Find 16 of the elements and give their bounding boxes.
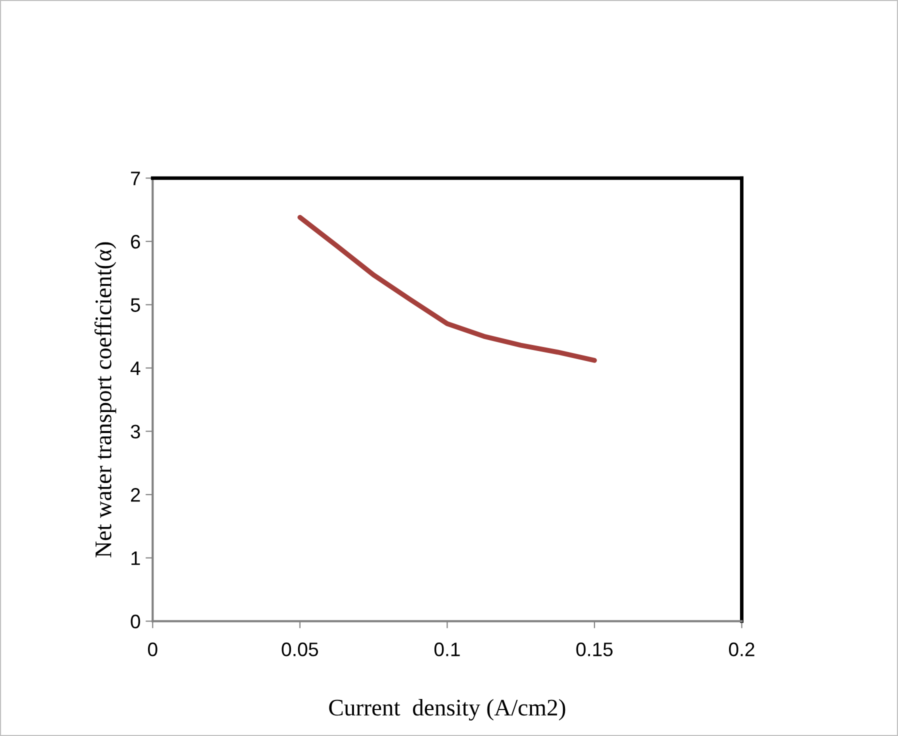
y-tick-label: 6 xyxy=(131,234,140,249)
x-tick-label: 0.15 xyxy=(576,642,613,656)
x-tick-label: 0.2 xyxy=(728,642,754,656)
y-tick-label: 3 xyxy=(130,424,140,439)
y-tick-label: 5 xyxy=(130,298,140,312)
y-tick-label: 2 xyxy=(131,488,140,502)
x-axis-title: Current density (A/cm2) xyxy=(329,699,566,721)
x-tick-label: 0 xyxy=(148,642,158,656)
line-series xyxy=(298,214,597,363)
y-tick-label: 0 xyxy=(130,614,140,628)
x-tick-label: 0.05 xyxy=(282,642,318,656)
y-tick-label: 1 xyxy=(132,552,140,565)
x-tick-label: 0.1 xyxy=(434,642,460,656)
y-axis-title: Net water transport coefficient(α) xyxy=(94,242,116,558)
y-tick-label: 7 xyxy=(131,172,140,186)
y-tick-label: 4 xyxy=(130,362,140,376)
